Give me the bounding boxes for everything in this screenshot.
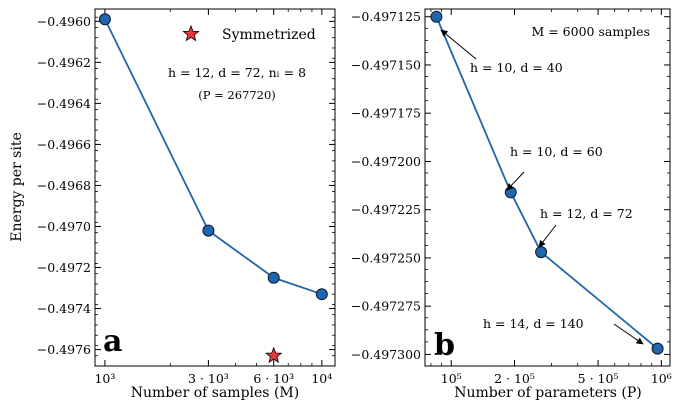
y-tick-label: −0.497125 [351,9,421,24]
arrow-h10-d60 [506,171,525,191]
panel-a: −0.4960 −0.4962 −0.4964 −0.4966 −0.4968 −0.49… [9,8,336,401]
arrow-h14-d140 [613,323,644,345]
point-label-h10-d60: h = 10, d = 60 [510,144,603,159]
symmetrized-point [265,346,283,364]
point-label-h14-d140: h = 14, d = 140 [483,316,584,331]
panel-a-annotation-config: h = 12, d = 72, nₗ = 8 [168,65,306,80]
series-line [104,18,323,296]
data-point [98,13,111,26]
panel-a-annotation-params: (P = 267720) [198,88,276,102]
y-tick-label: −0.4976 [37,342,91,357]
y-tick-label: −0.4964 [37,96,91,111]
point-label-h12-d72: h = 12, d = 72 [540,206,633,221]
y-tick-label: −0.4974 [37,301,91,316]
x-tick-label: 10³ [94,371,115,386]
panel-a-data [98,13,328,364]
data-point [504,186,517,199]
panel-b-letter: b [434,328,455,363]
data-point [430,10,443,23]
y-tick-label: −0.4970 [37,219,91,234]
x-tick-label: 5 · 10⁵ [578,371,619,386]
panel-b: −0.497125 −0.497150 −0.497175 −0.497200 −0.4… [351,8,672,401]
panel-b-y-ticks: −0.497125 −0.497150 −0.497175 −0.497200 −0.4… [351,9,670,367]
panel-a-frame [94,8,336,367]
series-line [435,16,659,350]
panel-a-ylabel: Energy per site [9,132,25,242]
y-tick-label: −0.4966 [37,137,91,152]
x-tick-label: 3 · 10³ [188,371,229,386]
panel-a-legend: Symmetrized [182,24,316,43]
point-label-h10-d40: h = 10, d = 40 [470,60,563,75]
x-tick-label: 10⁵ [441,371,462,386]
panel-b-xlabel: Number of parameters (P) [454,385,641,401]
data-point [535,246,548,259]
y-tick-label: −0.497150 [351,57,421,72]
data-point [651,342,664,355]
panel-b-frame [424,8,671,367]
x-tick-label: 6 · 10³ [253,371,294,386]
data-point [267,271,280,284]
legend-star-icon [182,24,200,42]
panel-a-x-ticks: 10³ 3 · 10³ 6 · 10³ 10⁴ [94,9,332,386]
x-tick-label: 2 · 10⁵ [494,371,535,386]
y-tick-label: −0.4972 [37,260,91,275]
y-tick-label: −0.497250 [351,250,421,265]
panel-a-letter: a [103,324,122,359]
panel-a-xlabel: Number of samples (M) [131,385,299,401]
x-tick-label: 10⁶ [651,371,672,386]
y-tick-label: −0.4960 [37,14,91,29]
panel-b-x-ticks: 10⁵ 2 · 10⁵ 5 · 10⁵ 10⁶ [430,9,672,386]
panel-a-y-ticks: −0.4960 −0.4962 −0.4964 −0.4966 −0.4968 −0.49… [37,14,335,367]
y-tick-label: −0.497275 [351,299,421,314]
y-tick-label: −0.497225 [351,202,421,217]
y-tick-label: −0.497200 [351,154,421,169]
legend-label-symmetrized: Symmetrized [222,27,316,43]
y-tick-label: −0.4962 [37,55,91,70]
arrow-h10-d40 [440,29,477,60]
x-tick-label: 10⁴ [311,371,332,386]
data-point [315,288,328,301]
y-tick-label: −0.4968 [37,178,91,193]
y-tick-label: −0.497175 [351,106,421,121]
data-point [202,224,215,237]
arrow-h12-d72 [538,224,557,248]
panel-b-annotation-samples: M = 6000 samples [531,24,650,39]
y-tick-label: −0.497300 [351,347,421,362]
